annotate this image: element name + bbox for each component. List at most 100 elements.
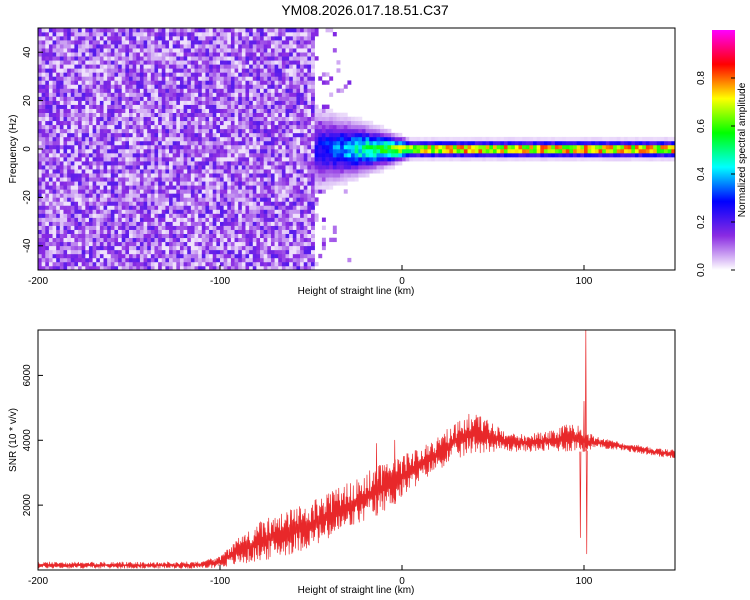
heatmap-cell — [99, 221, 104, 226]
heatmap-cell — [292, 136, 297, 142]
heatmap-cell — [311, 140, 315, 146]
heatmap-cell — [249, 201, 254, 206]
heatmap-cell — [223, 165, 228, 170]
heatmap-cell — [48, 48, 53, 53]
heatmap-cell — [67, 181, 72, 186]
heatmap-cell — [158, 40, 163, 45]
heatmap-cell — [351, 120, 355, 126]
heatmap-cell — [270, 28, 275, 33]
heatmap-cell — [289, 197, 294, 202]
heatmap-cell — [274, 245, 279, 251]
heatmap-cell — [150, 140, 155, 146]
heatmap-cell — [158, 217, 163, 222]
heatmap-cell — [48, 229, 53, 234]
heatmap-cell — [172, 189, 177, 194]
heatmap-cell — [281, 104, 286, 109]
heatmap-cell — [321, 237, 326, 243]
heatmap-cell — [205, 92, 210, 97]
heatmap-cell — [201, 153, 206, 158]
heatmap-cell — [278, 241, 283, 247]
heatmap-cell — [205, 153, 210, 158]
heatmap-cell — [278, 165, 283, 170]
heatmap-cell — [260, 124, 264, 130]
heatmap-cell — [150, 153, 155, 158]
heatmap-cell — [190, 197, 195, 202]
heatmap-cell — [59, 92, 64, 97]
heatmap-cell — [81, 249, 86, 255]
heatmap-cell — [161, 128, 166, 134]
heatmap-cell — [81, 132, 86, 138]
heatmap-cell — [234, 132, 239, 138]
heatmap-cell — [296, 205, 301, 210]
heatmap-cell — [172, 229, 177, 234]
heatmap-cell — [172, 64, 177, 69]
heatmap-cell — [99, 80, 104, 85]
heatmap-cell — [161, 185, 166, 190]
heatmap-cell — [187, 173, 192, 178]
heatmap-cell — [256, 209, 261, 214]
heatmap-cell — [121, 140, 126, 146]
heatmap-cell — [96, 193, 101, 198]
heatmap-cell — [209, 221, 214, 226]
heatmap-cell — [99, 64, 104, 69]
heatmap-cell — [212, 136, 217, 142]
heatmap-cell — [161, 173, 166, 178]
heatmap-cell — [234, 128, 239, 134]
heatmap-cell — [303, 173, 308, 178]
heatmap-cell — [376, 140, 381, 146]
heatmap-cell — [176, 153, 181, 158]
heatmap-cell — [351, 144, 355, 150]
heatmap-cell — [125, 217, 130, 222]
heatmap-cell — [165, 181, 170, 186]
heatmap-cell — [241, 120, 246, 126]
heatmap-cell — [329, 153, 334, 158]
heatmap-cell — [161, 76, 166, 81]
heatmap-cell — [139, 237, 144, 243]
heatmap-cell — [198, 249, 203, 255]
heatmap-cell — [121, 149, 126, 154]
heatmap-cell — [165, 40, 170, 45]
heatmap-cell — [45, 209, 50, 214]
heatmap-cell — [278, 213, 283, 218]
heatmap-cell — [263, 217, 268, 222]
heatmap-cell — [63, 44, 68, 49]
heatmap-cell — [48, 265, 53, 270]
heatmap-cell — [190, 120, 195, 126]
heatmap-cell — [245, 241, 250, 247]
heatmap-cells — [38, 28, 675, 270]
heatmap-cell — [227, 201, 232, 206]
heatmap-cell — [274, 197, 279, 202]
heatmap-cell — [139, 169, 144, 174]
heatmap-cell — [343, 144, 348, 150]
heatmap-cell — [256, 120, 261, 126]
heatmap-cell — [329, 132, 334, 138]
heatmap-cell — [129, 177, 133, 182]
heatmap-cell — [227, 149, 232, 154]
heatmap-cell — [56, 197, 61, 202]
heatmap-cell — [270, 213, 275, 218]
heatmap-cell — [63, 52, 68, 57]
heatmap-cell — [179, 221, 184, 226]
heatmap-cell — [67, 44, 72, 49]
heatmap-cell — [132, 173, 137, 178]
heatmap-cell — [260, 56, 264, 61]
heatmap-cell — [230, 265, 235, 270]
heatmap-cell — [314, 169, 319, 174]
heatmap-cell — [143, 100, 148, 105]
heatmap-cell — [107, 149, 112, 154]
heatmap-cell — [41, 84, 46, 89]
heatmap-cell — [372, 144, 377, 150]
heatmap-cell — [220, 169, 224, 174]
heatmap-cell — [169, 193, 173, 198]
heatmap-cell — [281, 136, 286, 142]
heatmap-cell — [220, 88, 224, 93]
heatmap-cell — [110, 245, 115, 251]
heatmap-cell — [183, 185, 188, 190]
heatmap-cell — [96, 253, 101, 259]
heatmap-cell — [332, 149, 337, 154]
heatmap-cell — [118, 72, 123, 77]
heatmap-cell — [74, 48, 79, 53]
heatmap-cell — [216, 241, 221, 247]
heatmap-cell — [110, 96, 115, 101]
heatmap-cell — [285, 80, 290, 85]
